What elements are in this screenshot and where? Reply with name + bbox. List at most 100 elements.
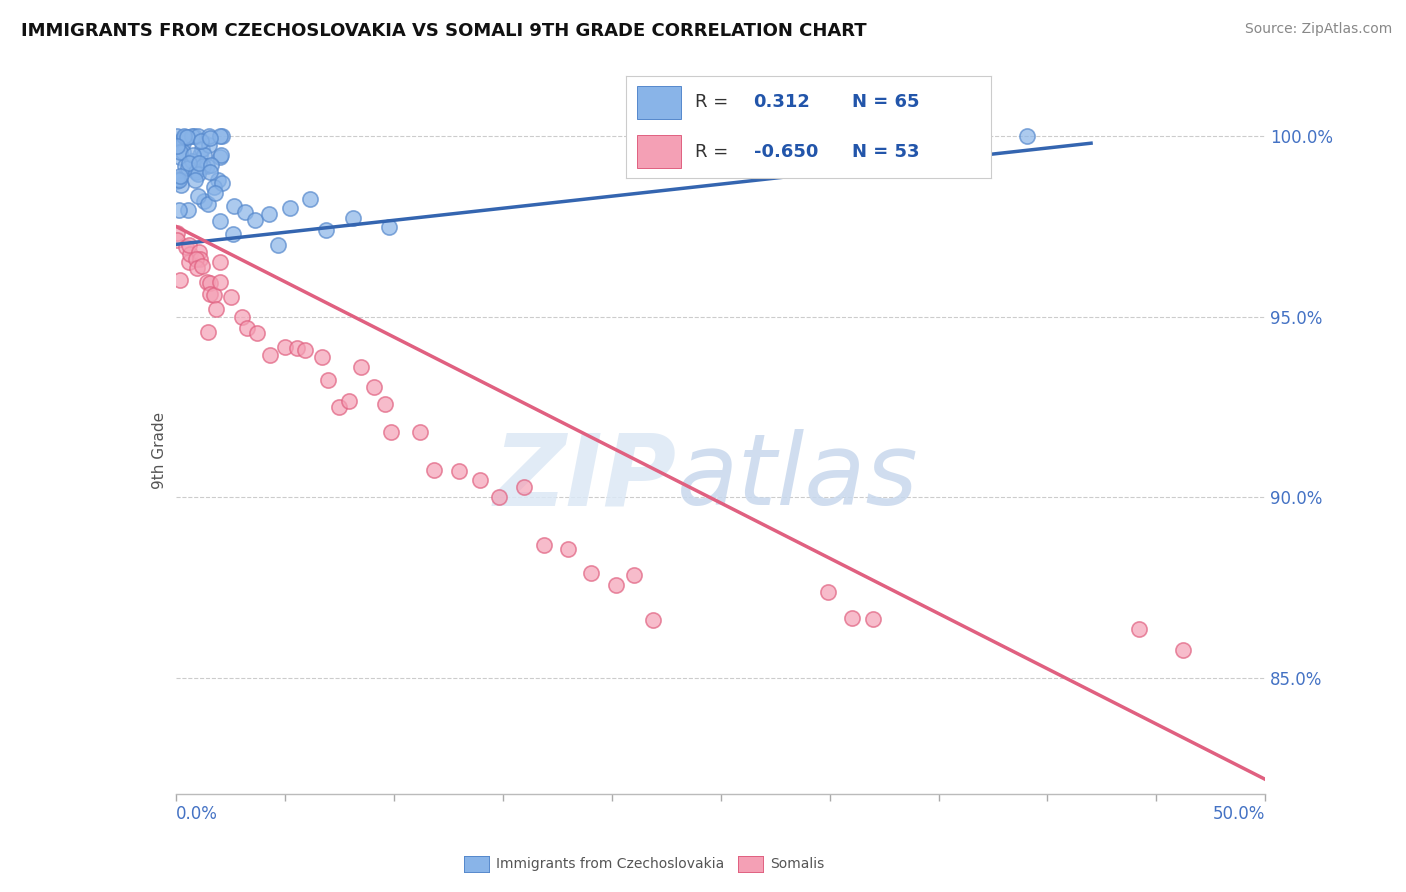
Point [176,130,198,145]
Y-axis label: 9th Grade: 9th Grade [152,412,167,489]
Text: 0.0%: 0.0% [176,805,218,822]
Point [236,320,259,334]
Point [1171,643,1194,657]
Point [180,128,202,143]
Point [169,150,191,164]
Point [287,341,309,355]
Point [166,173,188,187]
Point [169,273,191,287]
Point [294,343,316,357]
Point [170,178,193,192]
Point [193,194,215,208]
Point [188,245,211,260]
Point [246,326,269,340]
Point [233,205,256,219]
Point [267,238,290,252]
Point [198,138,221,153]
Point [409,425,432,440]
Text: -0.650: -0.650 [754,143,818,161]
Point [817,585,839,599]
Point [176,202,198,217]
Point [205,302,228,317]
Point [207,172,229,186]
Point [222,199,245,213]
Point [209,148,232,162]
Point [316,372,339,386]
Point [204,186,226,201]
Point [449,464,471,478]
Text: Source: ZipAtlas.com: Source: ZipAtlas.com [1244,22,1392,37]
Point [259,348,281,362]
Point [862,612,884,626]
Point [1015,128,1038,143]
Point [197,325,219,339]
Point [172,145,194,159]
Point [380,425,402,439]
Point [198,131,221,145]
Point [198,165,221,179]
Point [180,154,202,169]
Point [208,275,231,289]
Point [190,142,212,156]
Point [557,542,579,557]
Point [177,161,200,175]
Point [221,227,243,241]
Point [195,160,218,174]
Point [193,159,215,173]
Point [209,128,232,143]
Point [188,156,211,170]
Point [173,128,195,143]
Point [328,401,350,415]
Point [533,538,555,552]
Point [378,219,401,234]
Point [181,148,204,162]
Point [468,473,491,487]
Point [208,255,231,269]
Point [186,128,208,143]
Point [623,567,645,582]
Point [219,290,242,304]
Point [186,252,208,266]
FancyBboxPatch shape [637,136,681,168]
Point [187,167,209,181]
Point [363,380,385,394]
Point [190,134,212,148]
Point [188,148,211,162]
Point [179,255,201,269]
Point [339,394,361,409]
Point [202,179,225,194]
Text: N = 53: N = 53 [852,143,920,161]
Point [513,480,536,494]
Point [173,129,195,144]
Text: Immigrants from Czechoslovakia: Immigrants from Czechoslovakia [496,857,724,871]
Text: Somalis: Somalis [770,857,825,871]
Point [350,360,373,375]
Point [188,252,211,267]
Point [200,158,222,172]
Text: IMMIGRANTS FROM CZECHOSLOVAKIA VS SOMALI 9TH GRADE CORRELATION CHART: IMMIGRANTS FROM CZECHOSLOVAKIA VS SOMALI… [21,22,866,40]
Point [167,202,190,217]
Point [231,310,253,324]
Point [184,173,207,187]
Point [278,202,301,216]
Point [173,159,195,173]
Point [169,169,191,184]
FancyBboxPatch shape [637,87,681,119]
Point [198,287,221,301]
Point [183,163,205,178]
Text: 50.0%: 50.0% [1213,805,1265,822]
Text: atlas: atlas [678,429,918,526]
Point [298,193,321,207]
Point [186,189,208,203]
Point [186,261,208,276]
Point [198,128,221,143]
Point [179,247,201,261]
Point [488,490,510,504]
Point [274,340,297,354]
Point [209,214,232,228]
Point [605,578,627,592]
Point [202,288,225,302]
Point [211,176,233,190]
Point [169,145,191,159]
Point [177,156,200,170]
